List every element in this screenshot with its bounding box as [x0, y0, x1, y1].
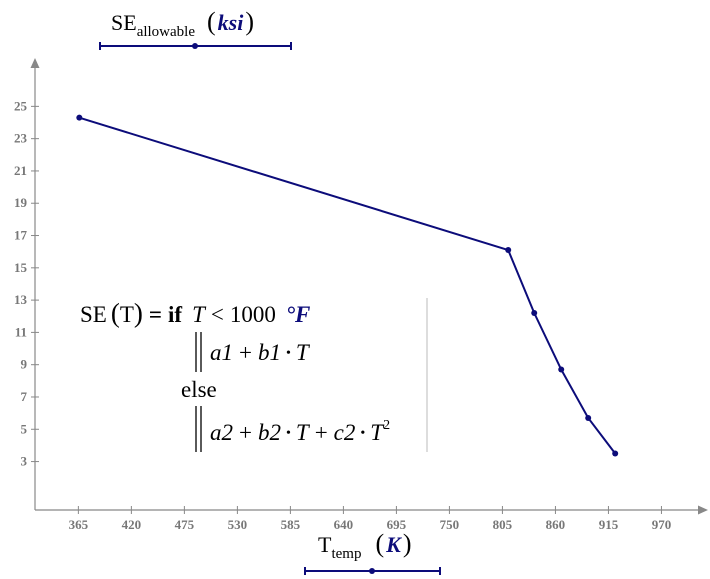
- y-tick-label: 11: [15, 324, 27, 339]
- x-tick-label: 970: [652, 517, 672, 532]
- data-point: [76, 114, 83, 121]
- title-open-paren: (: [207, 7, 216, 36]
- x-ticks: 365 420 475 530 585 640 695 750 805 860 915 970: [69, 506, 672, 532]
- x-tick-label: 365: [69, 517, 89, 532]
- chart-title: SEallowable (ksi): [111, 7, 254, 40]
- xlabel-range-handle[interactable]: [304, 567, 441, 575]
- series-group: [76, 114, 619, 457]
- x-tick-label: 585: [281, 517, 301, 532]
- x-tick-label: 750: [440, 517, 460, 532]
- title-unit: ksi: [218, 10, 245, 35]
- y-tick-label: 17: [14, 228, 28, 243]
- x-axis-arrow: [698, 505, 708, 515]
- y-tick-label: 15: [14, 260, 28, 275]
- y-axis-arrow: [30, 58, 40, 68]
- y-tick-label: 5: [21, 421, 28, 436]
- y-tick-label: 13: [14, 292, 28, 307]
- title-subscript: allowable: [137, 24, 196, 40]
- y-ticks: 3 5 7 9 11 13 15 17 19 21 23 25: [14, 98, 39, 469]
- x-axis-label: Ttemp (K): [318, 529, 411, 562]
- xlabel-main: T: [318, 532, 332, 557]
- series-line: [79, 116, 616, 455]
- x-tick-label: 915: [599, 517, 619, 532]
- data-point: [531, 310, 538, 317]
- data-point: [585, 414, 592, 421]
- title-range-handle[interactable]: [99, 42, 292, 50]
- formula-line-2: a1 + b1 • T: [210, 340, 311, 365]
- data-point: [612, 450, 619, 457]
- y-tick-label: 9: [21, 357, 28, 372]
- y-tick-label: 3: [21, 454, 28, 469]
- formula-annotation: SE (T) = if T <1000 °F a1 + b1 • T else a2 + b2 • T + c2…: [80, 298, 428, 452]
- title-main: SE: [111, 10, 137, 35]
- x-tick-label: 695: [387, 517, 407, 532]
- x-tick-label: 420: [122, 517, 142, 532]
- y-tick-label: 21: [14, 163, 27, 178]
- y-tick-label: 7: [21, 389, 28, 404]
- y-tick-label: 25: [14, 98, 28, 113]
- title-close-paren: ): [245, 7, 254, 36]
- xlabel-subscript: temp: [331, 546, 361, 562]
- x-tick-label: 860: [546, 517, 566, 532]
- x-tick-label: 475: [175, 517, 195, 532]
- x-tick-label: 530: [228, 517, 248, 532]
- data-point: [505, 247, 512, 254]
- y-tick-label: 23: [14, 131, 28, 146]
- formula-line-4: a2 + b2 • T + c2 • T2: [210, 418, 390, 445]
- y-tick-label: 19: [14, 195, 28, 210]
- xlabel-open-paren: (: [375, 529, 384, 558]
- data-point: [558, 366, 565, 373]
- x-tick-label: 805: [493, 517, 513, 532]
- formula-line-1: SE (T) = if T <1000 °F: [80, 298, 310, 328]
- x-tick-label: 640: [334, 517, 354, 532]
- xlabel-unit: K: [385, 532, 402, 557]
- xlabel-close-paren: ): [403, 529, 412, 558]
- formula-line-3: else: [181, 377, 217, 402]
